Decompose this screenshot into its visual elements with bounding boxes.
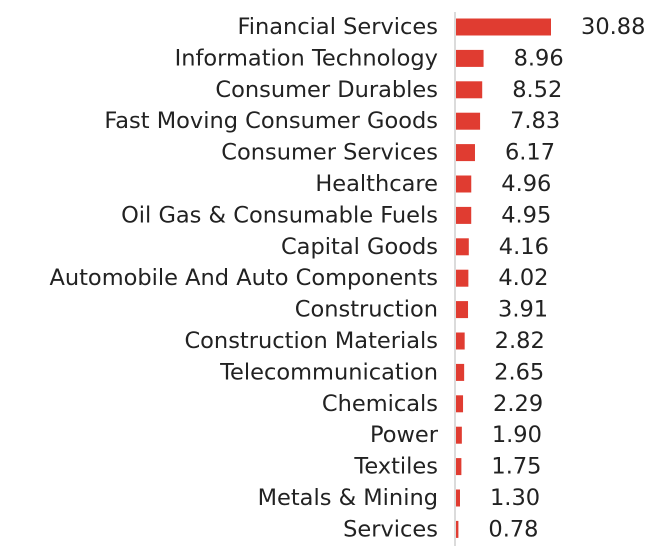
bar — [456, 363, 465, 381]
category-label: Oil Gas & Consumable Fuels — [121, 202, 438, 228]
category-label: Construction Materials — [184, 328, 438, 354]
bar — [456, 458, 462, 476]
bar — [456, 520, 459, 538]
value-labels-group: 30.88 8.96 8.52 7.83 6.17 4.96 4.95 4.16 4.02 3.9… — [488, 14, 645, 542]
bar — [456, 426, 462, 444]
bar — [456, 332, 465, 350]
bar — [456, 206, 472, 224]
value-label: 4.95 — [501, 202, 551, 228]
category-label: Power — [370, 422, 439, 448]
value-label: 1.75 — [491, 454, 541, 480]
bar — [456, 238, 469, 256]
category-label: Consumer Services — [221, 140, 438, 166]
value-label: 0.78 — [488, 516, 538, 542]
bar — [456, 489, 460, 507]
bars-group — [456, 18, 551, 538]
category-label: Services — [343, 516, 438, 542]
bar — [456, 112, 481, 130]
value-label: 1.30 — [490, 485, 540, 511]
category-label: Fast Moving Consumer Goods — [104, 108, 438, 134]
category-label: Textiles — [353, 454, 438, 480]
category-label: Capital Goods — [281, 234, 438, 260]
category-label: Information Technology — [175, 45, 438, 71]
value-label: 2.29 — [493, 391, 543, 417]
bar — [456, 301, 469, 319]
value-label: 7.83 — [510, 108, 560, 134]
value-label: 4.16 — [499, 234, 549, 260]
value-label: 8.96 — [514, 45, 564, 71]
category-label: Metals & Mining — [258, 485, 438, 511]
value-label: 3.91 — [498, 297, 548, 323]
value-label: 2.82 — [495, 328, 545, 354]
category-label: Healthcare — [315, 171, 438, 197]
category-label: Automobile And Auto Components — [49, 265, 438, 291]
bar — [456, 395, 464, 413]
value-label: 2.65 — [494, 359, 544, 385]
value-label: 4.02 — [498, 265, 548, 291]
bar — [456, 18, 551, 36]
value-label: 8.52 — [512, 77, 562, 103]
bar — [456, 49, 484, 67]
category-label: Telecommunication — [219, 359, 438, 385]
value-label: 30.88 — [581, 14, 645, 40]
bar — [456, 269, 469, 287]
value-label: 1.90 — [492, 422, 542, 448]
bar — [456, 144, 475, 162]
bar — [456, 175, 472, 193]
category-label: Consumer Durables — [215, 77, 438, 103]
category-labels-group: Financial Services Information Technology… — [49, 14, 438, 542]
bar — [456, 81, 483, 99]
category-label: Financial Services — [237, 14, 438, 40]
category-label: Construction — [295, 297, 438, 323]
category-label: Chemicals — [322, 391, 438, 417]
value-label: 4.96 — [501, 171, 551, 197]
value-label: 6.17 — [505, 140, 555, 166]
